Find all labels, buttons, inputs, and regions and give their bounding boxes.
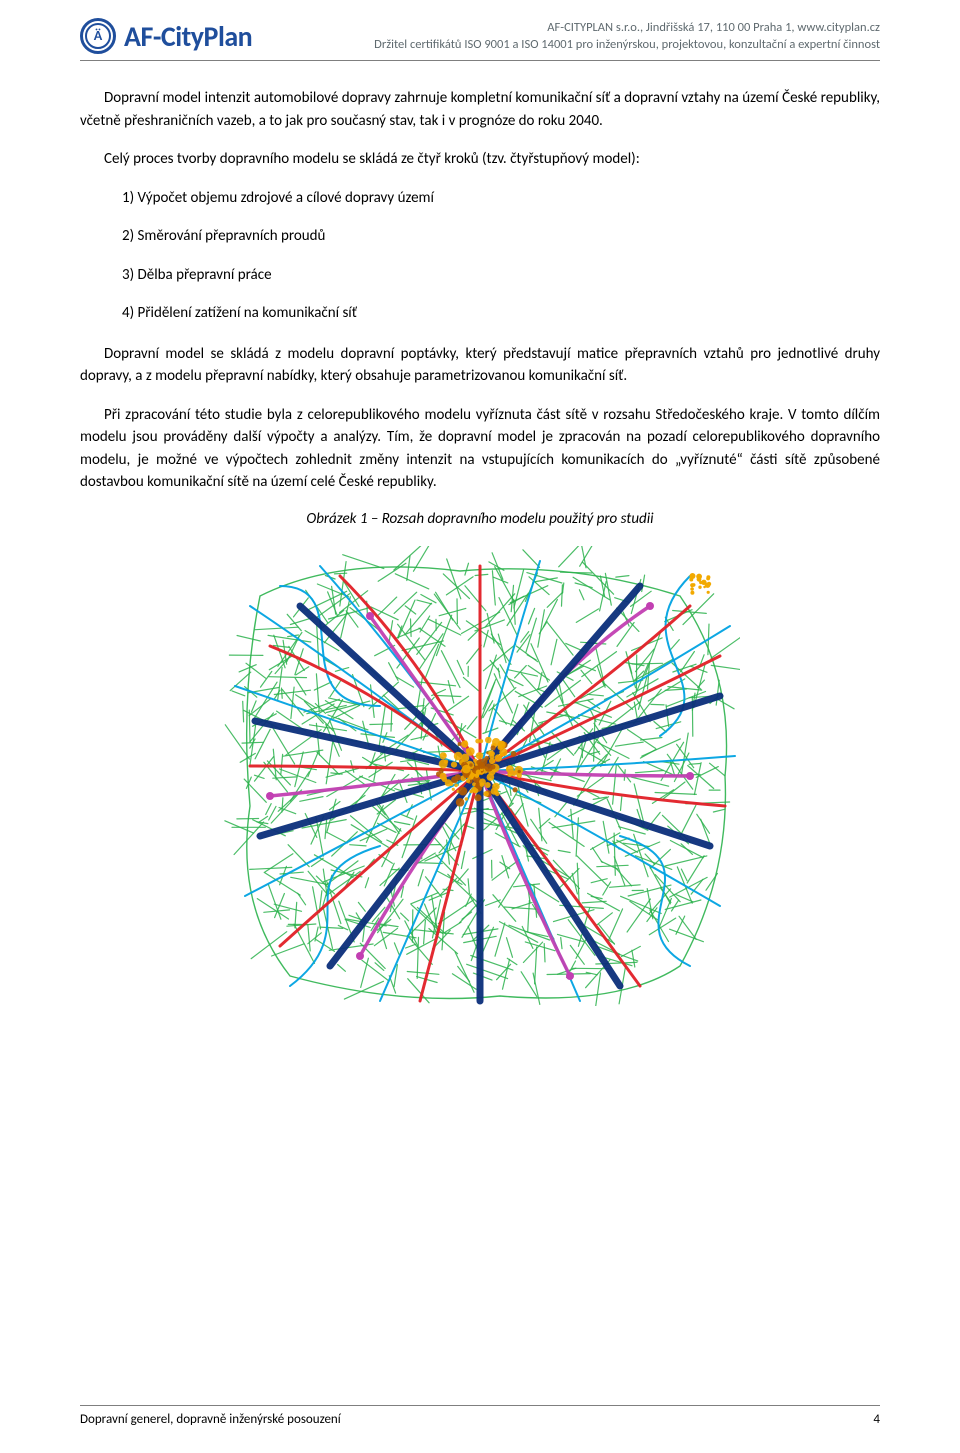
- step-2: 2) Směrování přepravních proudů: [122, 225, 880, 248]
- paragraph-1: Dopravní model intenzit automobilové dop…: [80, 87, 880, 132]
- logo-text: AF-CityPlan: [124, 19, 252, 54]
- step-1: 1) Výpočet objemu zdrojové a cílové dopr…: [122, 187, 880, 210]
- header-line-1: AF-CITYPLAN s.r.o., Jindřišská 17, 110 0…: [374, 20, 880, 37]
- page-footer: Dopravní generel, dopravně inženýrské po…: [80, 1405, 880, 1427]
- step-3: 3) Dělba přepravní práce: [122, 264, 880, 287]
- logo-mark-icon: Ä: [80, 18, 116, 54]
- logo: Ä AF-CityPlan: [80, 18, 252, 54]
- page-number: 4: [873, 1412, 880, 1427]
- footer-title: Dopravní generel, dopravně inženýrské po…: [80, 1412, 341, 1427]
- step-4: 4) Přidělení zatížení na komunikační síť: [122, 302, 880, 325]
- document-body: Dopravní model intenzit automobilové dop…: [80, 87, 880, 1006]
- network-diagram: [220, 546, 740, 1006]
- figure-caption: Obrázek 1 – Rozsah dopravního modelu pou…: [80, 510, 880, 528]
- model-steps-list: 1) Výpočet objemu zdrojové a cílové dopr…: [122, 187, 880, 325]
- header-meta: AF-CITYPLAN s.r.o., Jindřišská 17, 110 0…: [374, 18, 880, 54]
- paragraph-2: Celý proces tvorby dopravního modelu se …: [80, 148, 880, 171]
- header-line-2: Držitel certifikátů ISO 9001 a ISO 14001…: [374, 37, 880, 54]
- figure-1: [80, 546, 880, 1006]
- paragraph-4: Při zpracování této studie byla z celore…: [80, 404, 880, 494]
- paragraph-3: Dopravní model se skládá z modelu doprav…: [80, 343, 880, 388]
- page-header: Ä AF-CityPlan AF-CITYPLAN s.r.o., Jindři…: [80, 18, 880, 61]
